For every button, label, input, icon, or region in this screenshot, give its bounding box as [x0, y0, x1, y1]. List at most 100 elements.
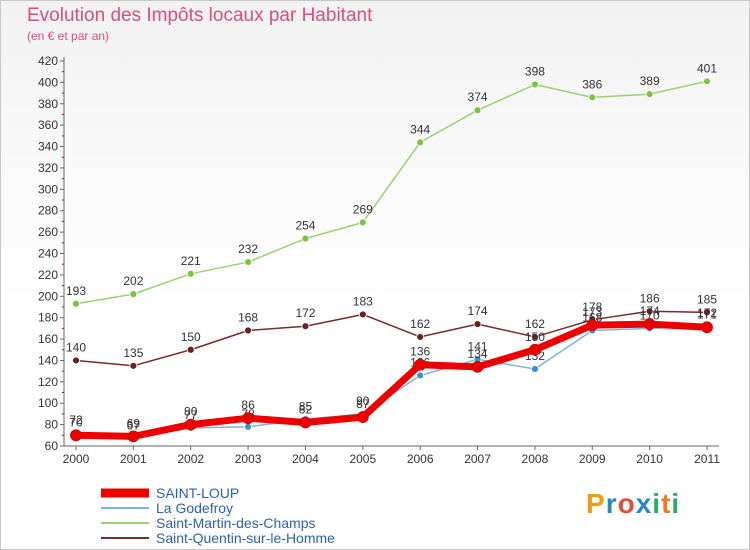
data-label: 178	[582, 300, 602, 314]
data-label: 183	[353, 294, 373, 308]
x-tick-label: 2008	[522, 452, 549, 466]
series-line	[72, 320, 711, 440]
data-label: 185	[697, 292, 717, 306]
x-tick-label: 2000	[63, 452, 90, 466]
data-label: 186	[640, 291, 660, 305]
data-point	[414, 358, 427, 371]
proxiti-logo: Proxiti	[586, 488, 680, 520]
y-tick-label: 80	[45, 418, 59, 432]
data-point	[301, 234, 310, 243]
x-tick-label: 2006	[407, 452, 434, 466]
x-tick-label: 2010	[636, 452, 663, 466]
data-point	[703, 308, 711, 317]
legend-label: Saint-Martin-des-Champs	[156, 515, 316, 531]
y-tick-label: 140	[38, 353, 58, 367]
data-point	[186, 269, 195, 278]
data-point	[701, 321, 713, 334]
data-label: 193	[66, 284, 86, 298]
logo-letter: t	[661, 488, 672, 519]
logo-letter: x	[635, 488, 653, 519]
data-label: 221	[181, 254, 201, 268]
y-tick-label: 320	[38, 161, 58, 175]
data-point	[356, 411, 369, 424]
logo-letter: r	[605, 488, 618, 519]
data-point	[299, 416, 312, 429]
legend-label: Saint-Quentin-sur-le-Homme	[156, 530, 335, 546]
data-label: 77	[184, 408, 198, 422]
data-label: 85	[299, 399, 313, 413]
data-label: 174	[468, 304, 488, 318]
x-tick-label: 2005	[349, 452, 376, 466]
data-point	[358, 218, 367, 227]
data-label: 70	[69, 415, 83, 429]
y-tick-label: 260	[38, 225, 58, 239]
data-label: 80	[184, 405, 198, 419]
data-label: 90	[356, 394, 370, 408]
series-line	[75, 80, 708, 305]
data-label: 168	[238, 311, 258, 325]
y-tick-label: 380	[38, 97, 58, 111]
y-tick-label: 420	[38, 54, 58, 68]
data-label: 398	[525, 65, 545, 79]
data-point	[72, 356, 80, 365]
x-tick-label: 2001	[120, 452, 147, 466]
data-point	[473, 106, 482, 115]
data-label: 87	[356, 397, 370, 411]
data-point	[588, 93, 597, 102]
y-tick-label: 280	[38, 204, 58, 218]
data-point	[531, 365, 539, 373]
y-tick-label: 300	[38, 182, 58, 196]
data-point	[531, 80, 539, 89]
data-point	[184, 418, 197, 431]
data-label: 140	[66, 340, 86, 354]
data-label: 170	[640, 308, 660, 322]
data-label: 135	[123, 346, 143, 360]
data-label: 269	[353, 202, 373, 216]
data-point	[72, 299, 80, 308]
legend-label: SAINT-LOUP	[156, 485, 239, 501]
x-tick-label: 2009	[579, 452, 606, 466]
data-label: 162	[525, 317, 545, 331]
data-label: 172	[295, 306, 315, 320]
data-point	[703, 77, 711, 86]
data-point	[645, 307, 654, 316]
y-tick-label: 100	[38, 396, 58, 410]
x-tick-label: 2002	[177, 452, 204, 466]
data-point	[416, 138, 425, 147]
x-tick-label: 2007	[464, 452, 491, 466]
data-label: 173	[582, 305, 602, 319]
data-point	[70, 429, 82, 442]
y-tick-label: 240	[38, 247, 58, 261]
data-label: 386	[582, 77, 602, 91]
y-tick-label: 200	[38, 289, 58, 303]
legend-label: La Godefroy	[156, 500, 233, 516]
data-point	[244, 258, 252, 266]
data-point	[643, 318, 656, 330]
x-tick-label: 2003	[235, 452, 262, 466]
data-point	[529, 343, 541, 356]
data-label: 69	[127, 416, 141, 430]
data-label: 72	[69, 413, 83, 427]
logo-letter: P	[586, 488, 606, 519]
data-point	[473, 320, 482, 328]
y-tick-label: 160	[38, 332, 58, 346]
logo-letter: i	[671, 488, 681, 519]
data-label: 401	[697, 61, 717, 75]
chart-title: Evolution des Impôts locaux par Habitant	[27, 5, 373, 26]
y-tick-label: 180	[38, 311, 58, 325]
y-tick-label: 400	[38, 75, 58, 89]
data-point	[129, 290, 138, 299]
data-point	[301, 322, 310, 331]
data-label: 172	[697, 306, 717, 320]
data-label: 150	[181, 330, 201, 344]
data-point	[186, 345, 195, 354]
data-point	[244, 422, 252, 431]
data-point	[242, 412, 254, 425]
y-tick-label: 60	[45, 439, 59, 453]
logo-letter: i	[652, 488, 662, 519]
series-line	[75, 310, 708, 367]
data-label: 254	[295, 219, 315, 233]
data-point	[471, 360, 484, 373]
y-tick-label: 220	[38, 268, 58, 282]
